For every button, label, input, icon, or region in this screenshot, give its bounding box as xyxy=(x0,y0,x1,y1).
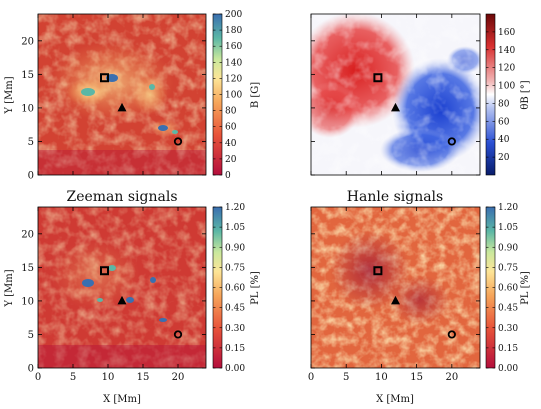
colorbar-label-field-strength: B [G] xyxy=(250,82,261,108)
x-tick-label: 0 xyxy=(308,372,314,383)
colorbar-tick-label: 80 xyxy=(225,107,237,117)
y-tick-label: 5 xyxy=(28,137,34,148)
heatmap-hanle xyxy=(311,207,480,368)
colorbar-tick-label: 80 xyxy=(498,99,510,109)
x-tick-label: 10 xyxy=(102,372,115,383)
colorbar-tick-label: 0.45 xyxy=(225,304,245,314)
y-tick-label: 15 xyxy=(21,263,34,274)
colorbar-tick-label: 180 xyxy=(225,26,242,36)
colorbar-tick-label: 20 xyxy=(498,153,510,163)
y-tick-label: 20 xyxy=(21,36,34,47)
marker-square xyxy=(373,266,383,276)
heatmap-field-strength xyxy=(38,14,206,175)
colorbar-tick-label: 0.45 xyxy=(498,304,518,314)
heatmap-zeeman xyxy=(38,207,206,368)
colorbar-tick-label: 60 xyxy=(225,123,237,133)
colorbar-tick-label: 120 xyxy=(498,64,515,74)
x-tick-label: 20 xyxy=(172,372,185,383)
title-hanle: Hanle signals xyxy=(347,189,443,205)
marker-circle xyxy=(173,330,183,339)
x-tick-label: 5 xyxy=(70,372,76,383)
colorbar-inclination xyxy=(485,13,496,176)
colorbar-tick-label: 100 xyxy=(225,91,242,101)
panel-field-strength xyxy=(37,13,207,176)
colorbar-tick-label: 0.90 xyxy=(498,243,518,253)
colorbar-tick-label: 0.90 xyxy=(225,243,245,253)
panel-hanle xyxy=(310,206,481,369)
colorbar-tick-label: 0.75 xyxy=(225,263,245,273)
colorbar-tick-label: 1.20 xyxy=(498,203,518,213)
marker-triangle xyxy=(391,102,400,112)
panel-zeeman xyxy=(37,206,207,369)
colorbar-tick-label: 1.05 xyxy=(225,223,245,233)
panel-marks-3: 0 5 10 15 20 0.00 0.15 0.30 0.45 0.60 0.75 0.90 1.05… xyxy=(308,203,519,383)
colorbar-tick-label: 20 xyxy=(225,155,237,165)
y-tick-label: 0 xyxy=(28,171,34,182)
colorbar-tick-label: 140 xyxy=(225,58,242,68)
colorbar-tick-label: 40 xyxy=(225,139,237,149)
x-tick-label: 0 xyxy=(35,372,41,383)
marker-square xyxy=(373,73,383,83)
colorbar-tick-label: 120 xyxy=(225,74,242,84)
colorbar-tick-label: 200 xyxy=(225,10,242,20)
marker-circle xyxy=(447,330,456,339)
colorbar-tick-label: 0.75 xyxy=(498,263,518,273)
heatmap-inclination xyxy=(311,14,480,175)
x-tick-label: 20 xyxy=(445,372,458,383)
colorbar-tick-label: 0.00 xyxy=(225,364,245,374)
ylabel-bottom-left: Y [Mm] xyxy=(4,269,15,307)
colorbar-tick-label: 160 xyxy=(225,42,242,52)
marker-circle xyxy=(173,137,183,146)
colorbar-tick-label: 0.60 xyxy=(225,284,245,294)
marker-square xyxy=(100,266,109,276)
colorbar-label-hanle: PL [%] xyxy=(520,271,531,305)
y-tick-label: 10 xyxy=(21,103,34,114)
y-tick-label: 15 xyxy=(21,70,34,81)
title-zeeman: Zeeman signals xyxy=(66,189,177,205)
colorbar-tick-label: 0.60 xyxy=(498,284,518,294)
marker-triangle xyxy=(391,295,400,305)
colorbar-tick-label: 0 xyxy=(225,171,231,181)
y-tick-label: 10 xyxy=(21,296,34,307)
marker-triangle xyxy=(117,102,127,112)
panel-inclination xyxy=(310,13,481,176)
colorbar-tick-label: 160 xyxy=(498,28,515,38)
colorbar-tick-label: 40 xyxy=(498,135,510,145)
panel-marks-1: 20 40 60 80 100 120 140 160 xyxy=(310,14,515,176)
marker-triangle xyxy=(117,295,127,305)
panel-marks-2: 0 5 10 15 20 0 5 10 15 20 0.00 0.15 0.30 0.45 0.60 0.75… xyxy=(21,203,245,383)
colorbar-tick-label: 1.20 xyxy=(225,203,245,213)
x-tick-label: 5 xyxy=(343,372,349,383)
y-tick-label: 0 xyxy=(28,364,34,375)
colorbar-label-zeeman: PL [%] xyxy=(250,271,261,305)
marker-circle xyxy=(447,137,456,146)
x-tick-label: 15 xyxy=(410,372,423,383)
colorbar-tick-label: 140 xyxy=(498,46,515,56)
colorbar-label-inclination: θB [°] xyxy=(520,80,531,109)
ylabel-top-left: Y [Mm] xyxy=(4,76,15,114)
y-tick-label: 20 xyxy=(21,229,34,240)
chart-marks: 0510152002040608010012014016018020020406… xyxy=(21,10,518,383)
colorbar-tick-label: 0.30 xyxy=(498,324,518,334)
xlabel-bottom-left: X [Mm] xyxy=(103,394,141,405)
colorbar-tick-label: 0.00 xyxy=(498,364,518,374)
colorbar-tick-label: 0.15 xyxy=(225,344,245,354)
xlabel-bottom-right: X [Mm] xyxy=(376,394,414,405)
marker-square xyxy=(100,73,109,83)
colorbar-tick-label: 60 xyxy=(498,117,510,127)
colorbar-tick-label: 0.15 xyxy=(498,344,518,354)
y-tick-label: 5 xyxy=(28,330,34,341)
colorbar-tick-label: 100 xyxy=(498,82,515,92)
x-tick-label: 10 xyxy=(375,372,388,383)
x-tick-label: 15 xyxy=(137,372,150,383)
colorbar-tick-label: 1.05 xyxy=(498,223,518,233)
colorbar-tick-label: 0.30 xyxy=(225,324,245,334)
